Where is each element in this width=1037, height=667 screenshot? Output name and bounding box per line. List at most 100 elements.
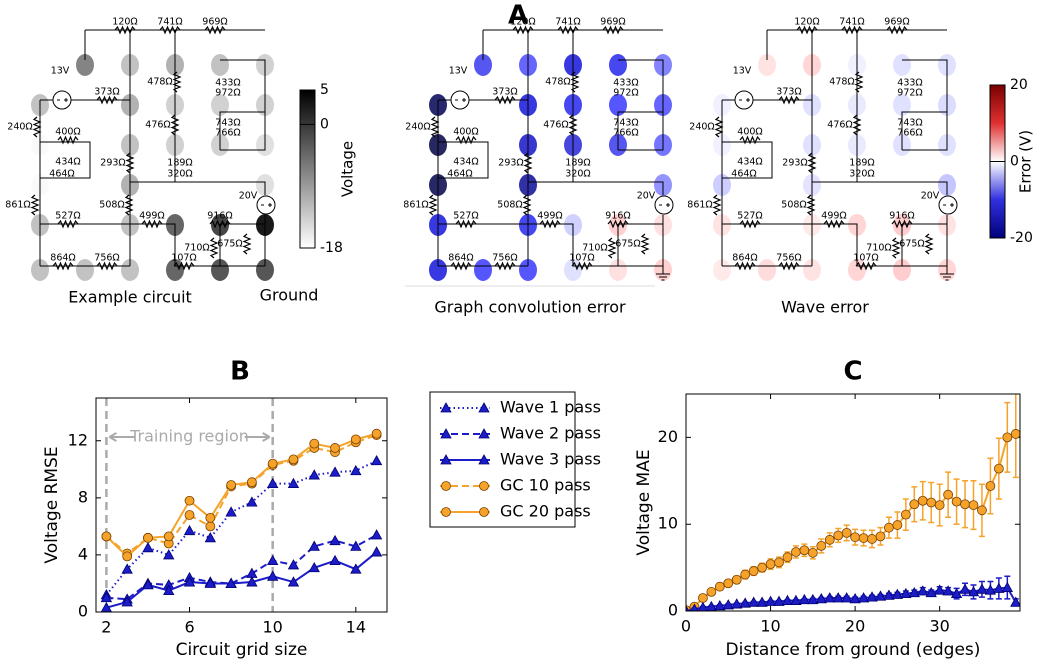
legend-marker: [478, 428, 490, 439]
marker: [740, 569, 751, 580]
resistor-label: 916Ω: [207, 211, 232, 222]
marker: [226, 480, 237, 490]
resistor: [739, 219, 761, 229]
resistor: [607, 219, 629, 229]
node: [893, 259, 911, 281]
colorbar: [299, 89, 316, 249]
voltage-source: [938, 195, 958, 215]
marker: [791, 547, 801, 557]
resistor-label: 476Ω: [145, 120, 170, 131]
marker: [850, 532, 861, 543]
marker: [225, 506, 237, 517]
resistor-label: 743Ω: [897, 118, 922, 129]
marker: [287, 559, 300, 570]
marker: [329, 554, 341, 566]
marker: [246, 496, 258, 507]
node: [609, 54, 627, 76]
resistor: [512, 25, 534, 35]
legend-marker: [440, 428, 452, 439]
resistor-label: 766Ω: [897, 128, 922, 139]
plot-frame: [685, 393, 1021, 612]
colorbar-tick-label: 0: [1010, 154, 1019, 170]
source-label: 13V: [733, 66, 752, 77]
marker: [1010, 429, 1020, 439]
resistor-label: 373Ω: [776, 87, 801, 98]
marker: [714, 599, 726, 611]
resistor-label: 293Ω: [100, 158, 125, 169]
marker: [841, 527, 852, 538]
legend-marker: [440, 402, 452, 413]
resistor-label: 743Ω: [215, 118, 240, 129]
wire: [618, 59, 664, 151]
resistor-label: 499Ω: [139, 211, 164, 222]
resistor-label: 107Ω: [569, 253, 594, 264]
marker: [765, 559, 776, 570]
resistor: [778, 95, 800, 105]
source-sign: [57, 98, 68, 102]
resistor-label: 478Ω: [829, 77, 854, 88]
marker: [798, 593, 811, 605]
marker: [900, 587, 912, 599]
resistor: [96, 261, 118, 271]
resistor-label: 400Ω: [453, 127, 478, 138]
resistor: [852, 114, 862, 136]
marker: [781, 594, 794, 605]
node: [166, 259, 184, 281]
resistor-label: 969Ω: [884, 17, 909, 28]
marker: [824, 592, 836, 603]
resistor: [557, 25, 579, 35]
resistor: [796, 25, 818, 35]
resistor: [159, 25, 181, 35]
marker: [985, 481, 996, 491]
resistor: [855, 261, 877, 271]
marker: [967, 586, 980, 597]
node: [211, 94, 229, 116]
resistor: [712, 194, 722, 216]
wire: [901, 111, 947, 150]
resistor-label: 240Ω: [405, 122, 430, 133]
resistor-label: 864Ω: [50, 253, 75, 264]
node: [758, 259, 776, 281]
ground-symbol: [940, 266, 954, 281]
resistor-label: 969Ω: [202, 17, 227, 28]
resistor-label: 916Ω: [889, 211, 914, 222]
legend-marker: [478, 454, 490, 465]
resistor-label: 527Ω: [737, 211, 762, 222]
resistor-label: 972Ω: [897, 88, 922, 99]
resistor: [124, 194, 134, 216]
marker: [909, 499, 920, 510]
resistor-label: 320Ω: [167, 169, 192, 180]
marker: [976, 583, 988, 594]
marker: [308, 540, 320, 551]
resistor-label: 476Ω: [543, 120, 568, 131]
x-axis-label: Circuit grid size: [176, 640, 308, 660]
resistor-label: 741Ω: [555, 17, 580, 28]
series-line: [105, 459, 378, 596]
marker: [698, 593, 708, 603]
marker: [933, 584, 946, 595]
resistor-label: 861Ω: [5, 200, 30, 211]
resistor-label: 499Ω: [537, 211, 562, 222]
resistor: [450, 261, 472, 271]
wire: [902, 59, 948, 151]
resistor: [891, 219, 913, 229]
marker: [774, 557, 784, 568]
marker: [917, 585, 929, 596]
marker: [350, 563, 362, 574]
resistor: [841, 25, 863, 35]
wire: [130, 181, 266, 195]
resistor: [204, 25, 226, 35]
marker: [984, 584, 997, 595]
marker: [950, 587, 963, 599]
resistor-label: 107Ω: [171, 253, 196, 264]
resistor-label: 756Ω: [94, 253, 119, 264]
marker: [943, 489, 954, 500]
resistor: [778, 261, 800, 271]
marker: [722, 599, 734, 610]
marker: [205, 512, 216, 523]
legend-label: GC 20 pass: [500, 502, 591, 521]
chart-title: B: [230, 357, 250, 387]
resistor: [455, 135, 477, 145]
source-sign: [455, 98, 466, 102]
resistor: [173, 261, 195, 271]
